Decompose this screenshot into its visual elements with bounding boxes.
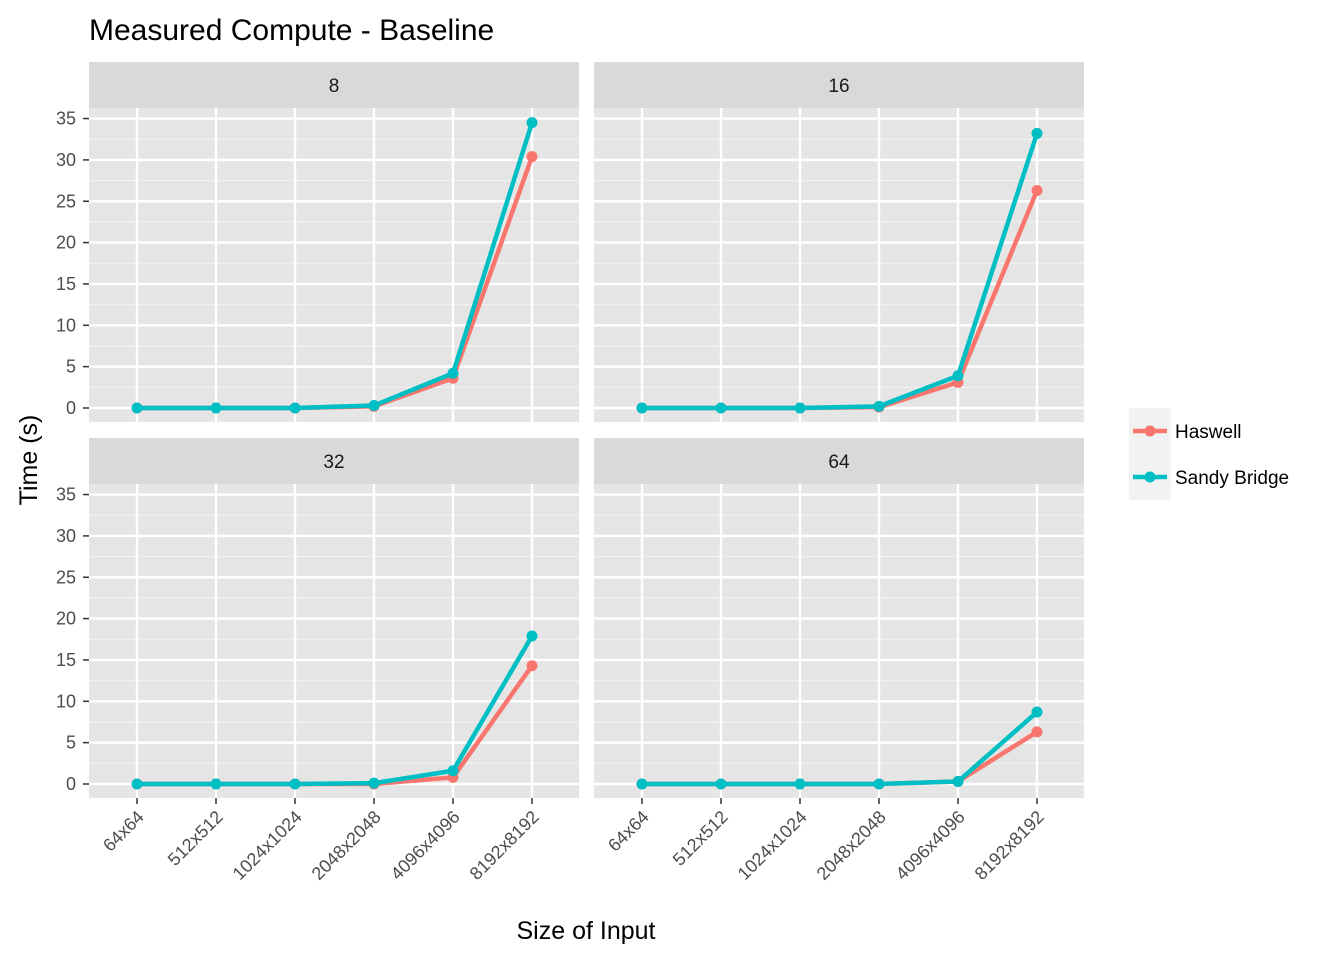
facet-strip-label: 8 (329, 76, 340, 97)
data-point-sandy-bridge (447, 367, 459, 379)
facet-strip-label: 64 (828, 452, 850, 473)
y-tick-label: 20 (56, 233, 76, 253)
x-tick-label: 512x512 (164, 807, 227, 870)
y-tick-label: 0 (66, 774, 76, 794)
x-tick-label: 64x64 (99, 807, 148, 856)
data-point-sandy-bridge (131, 778, 143, 790)
data-point-haswell (526, 660, 538, 672)
x-tick-label: 512x512 (669, 807, 732, 870)
data-point-sandy-bridge (368, 400, 380, 412)
facet-panels: 8 0 5 10 15 20 25 30 35 16 32 0 5 10 15 20 25 30 35 64x64 51… (56, 62, 1084, 884)
facet-strip (594, 438, 1084, 484)
y-tick-label: 30 (56, 526, 76, 546)
y-tick-label: 25 (56, 567, 76, 587)
data-point-sandy-bridge (210, 402, 222, 414)
data-point-sandy-bridge (289, 778, 301, 790)
x-tick-label: 4096x4096 (387, 807, 464, 884)
y-tick-label: 30 (56, 150, 76, 170)
series-line-sandy-bridge (639, 131, 1040, 411)
data-point-sandy-bridge (873, 778, 885, 790)
y-tick-label: 10 (56, 315, 76, 335)
series-line-sandy-bridge (134, 633, 535, 787)
facet-strip-label: 16 (828, 76, 849, 97)
facet-panel-32: 32 0 5 10 15 20 25 30 35 64x64 512x512 1024x1024 204… (56, 438, 579, 884)
data-point-sandy-bridge (636, 402, 648, 414)
y-tick-label: 25 (56, 191, 76, 211)
x-axis-title: Size of Input (517, 917, 656, 945)
data-point-sandy-bridge (715, 402, 727, 414)
y-tick-label: 15 (56, 274, 76, 294)
data-point-sandy-bridge (873, 400, 885, 412)
x-tick-label: 1024x1024 (734, 807, 811, 884)
x-tick-label: 2048x2048 (308, 807, 385, 884)
data-point-sandy-bridge (952, 776, 964, 788)
facet-strip-label: 32 (323, 452, 344, 473)
y-tick-label: 0 (66, 398, 76, 418)
legend: Haswell Sandy Bridge (1129, 408, 1289, 500)
data-point-sandy-bridge (636, 778, 648, 790)
legend-label: Sandy Bridge (1175, 468, 1289, 489)
y-tick-label: 20 (56, 609, 76, 629)
x-tick-label: 1024x1024 (229, 807, 306, 884)
data-point-sandy-bridge (1031, 706, 1043, 718)
data-point-sandy-bridge (526, 117, 538, 129)
series-line-sandy-bridge (134, 120, 535, 411)
x-tick-label: 4096x4096 (892, 807, 969, 884)
data-point-sandy-bridge (210, 778, 222, 790)
data-point-haswell (1031, 726, 1043, 738)
series-line-sandy-bridge (639, 709, 1040, 787)
data-point-sandy-bridge (289, 402, 301, 414)
data-point-sandy-bridge (794, 778, 806, 790)
facet-strip (89, 438, 579, 484)
y-tick-label: 35 (56, 485, 76, 505)
data-point-sandy-bridge (526, 630, 538, 642)
facet-strip (89, 62, 579, 108)
x-tick-label: 64x64 (604, 807, 653, 856)
y-tick-label: 35 (56, 109, 76, 129)
data-point-haswell (1031, 184, 1043, 196)
data-point-sandy-bridge (1031, 127, 1043, 139)
legend-key-point (1144, 471, 1156, 483)
facet-panel-8: 8 0 5 10 15 20 25 30 35 (56, 62, 579, 422)
y-tick-label: 15 (56, 650, 76, 670)
x-tick-label: 8192x8192 (971, 807, 1048, 884)
facet-panel-64: 64 64x64 512x512 1024x1024 2048x2048 4096x409… (594, 438, 1084, 884)
facet-panel-16: 16 (594, 62, 1084, 422)
legend-item-haswell: Haswell (1129, 408, 1242, 454)
y-tick-label: 10 (56, 691, 76, 711)
chart-title: Measured Compute - Baseline (89, 14, 494, 47)
data-point-haswell (526, 151, 538, 163)
x-tick-label: 2048x2048 (813, 807, 890, 884)
panel-background (89, 108, 579, 422)
panel-background (594, 108, 1084, 422)
data-point-sandy-bridge (368, 777, 380, 789)
y-axis-title: Time (s) (15, 415, 43, 506)
data-point-sandy-bridge (794, 402, 806, 414)
x-tick-label: 8192x8192 (466, 807, 543, 884)
data-point-sandy-bridge (952, 370, 964, 382)
panel-background (89, 484, 579, 798)
data-point-sandy-bridge (447, 765, 459, 777)
y-tick-label: 5 (66, 357, 76, 377)
facet-strip (594, 62, 1084, 108)
data-point-sandy-bridge (131, 402, 143, 414)
legend-key-point (1144, 425, 1156, 437)
legend-label: Haswell (1175, 422, 1242, 443)
legend-item-sandy-bridge: Sandy Bridge (1129, 454, 1289, 500)
data-point-sandy-bridge (715, 778, 727, 790)
y-tick-label: 5 (66, 733, 76, 753)
